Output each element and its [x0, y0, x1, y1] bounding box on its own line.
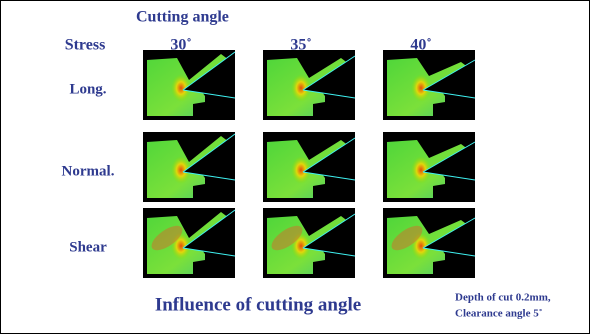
footer-note: Clearance angle 5˚: [455, 308, 542, 320]
stress-panel: [143, 132, 235, 202]
stress-panel: [143, 208, 235, 278]
angle-label: 30˚: [170, 37, 191, 54]
row-label: Normal.: [62, 163, 115, 179]
footer-note: Depth of cut 0.2mm,: [455, 292, 551, 304]
cutting-angle-label: Cutting angle: [136, 9, 229, 26]
stress-panel: [383, 208, 475, 278]
panel-grid: [143, 50, 475, 278]
stress-panel: [383, 50, 475, 120]
stress-panel: [143, 50, 235, 120]
stress-panel: [263, 50, 355, 120]
stress-panel: [383, 132, 475, 202]
footer-title: Influence of cutting angle: [155, 294, 361, 315]
stress-label: Stress: [65, 37, 106, 54]
stress-panel: [263, 132, 355, 202]
stress-panel: [263, 208, 355, 278]
row-label: Shear: [69, 239, 107, 255]
angle-label: 40˚: [410, 37, 431, 54]
slide: Cutting angle Stress Influence of cuttin…: [0, 0, 591, 335]
row-label: Long.: [69, 81, 106, 97]
angle-label: 35˚: [290, 37, 311, 54]
